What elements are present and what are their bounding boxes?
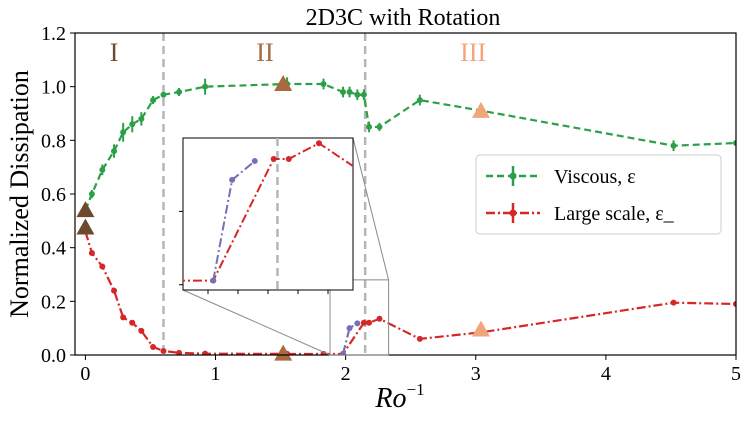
large-scale-point bbox=[120, 314, 127, 321]
zoom-connector-line bbox=[182, 289, 331, 356]
legend-swatch-marker bbox=[509, 209, 517, 217]
large-scale-point bbox=[416, 335, 423, 342]
large-scale-point bbox=[733, 301, 736, 308]
large-scale-point bbox=[176, 349, 183, 355]
viscous-point bbox=[99, 166, 106, 173]
transition-point bbox=[251, 158, 258, 165]
viscous-point bbox=[346, 89, 353, 96]
regime-triangle-marker bbox=[274, 74, 293, 91]
x-axis-label: Ro−1 bbox=[374, 380, 424, 414]
large-scale-point bbox=[138, 327, 145, 334]
transition-point bbox=[354, 320, 361, 327]
viscous-point bbox=[129, 121, 136, 128]
x-tick-label: 3 bbox=[471, 363, 481, 385]
large-scale-point bbox=[150, 343, 157, 350]
viscous-point bbox=[88, 191, 95, 197]
x-tick-label: 5 bbox=[731, 363, 741, 385]
y-tick-label: 1.2 bbox=[41, 23, 66, 45]
large-scale-point bbox=[366, 319, 373, 326]
region-label: I bbox=[110, 38, 119, 67]
transition-point bbox=[346, 325, 353, 332]
large-scale-point bbox=[360, 319, 367, 326]
viscous-point bbox=[138, 115, 145, 122]
region-label: III bbox=[460, 38, 486, 67]
large-scale-point bbox=[285, 155, 292, 162]
regime-triangle-marker bbox=[76, 218, 95, 235]
large-scale-point bbox=[316, 140, 322, 147]
viscous-point bbox=[202, 83, 209, 90]
chart-title: 2D3C with Rotation bbox=[306, 5, 501, 31]
x-tick-label: 4 bbox=[601, 363, 611, 385]
viscous-point bbox=[160, 91, 167, 98]
viscous-point bbox=[150, 97, 157, 104]
large-scale-point bbox=[270, 155, 277, 162]
viscous-point bbox=[733, 140, 736, 147]
large-scale-point bbox=[48, 278, 54, 284]
large-scale-point bbox=[88, 250, 95, 257]
large-scale-point bbox=[99, 263, 106, 270]
large-scale-point bbox=[129, 319, 136, 326]
y-tick-label: 0.6 bbox=[41, 184, 66, 206]
large-scale-point bbox=[433, 219, 439, 225]
y-tick-label: 0.8 bbox=[41, 130, 66, 152]
viscous-point bbox=[120, 129, 127, 136]
large-scale-point bbox=[160, 347, 167, 354]
inset-frame bbox=[182, 137, 354, 291]
viscous-point bbox=[354, 91, 361, 98]
region-label: II bbox=[256, 38, 273, 67]
zoom-source-box bbox=[329, 279, 390, 356]
transition-point bbox=[210, 277, 217, 284]
y-tick-label: 0.4 bbox=[41, 238, 66, 260]
y-tick-label: 1.0 bbox=[41, 77, 66, 99]
zoom-connector-line bbox=[352, 137, 390, 280]
regime-triangle-marker bbox=[76, 201, 95, 218]
regime-triangle-marker bbox=[471, 320, 490, 337]
legend-swatch-marker bbox=[509, 172, 517, 180]
large-scale-point bbox=[670, 299, 677, 306]
large-scale-point bbox=[376, 315, 383, 322]
transition-point bbox=[229, 176, 236, 183]
y-tick-label: 0.2 bbox=[41, 291, 66, 313]
viscous-point bbox=[416, 97, 423, 104]
y-tick-label: 0.0 bbox=[41, 345, 66, 367]
transition-line bbox=[341, 322, 358, 355]
legend: Viscous, ε Large scale, ε_ bbox=[475, 154, 722, 235]
transition-point bbox=[340, 350, 347, 355]
y-axis-label: Normalized Dissipation bbox=[5, 70, 34, 318]
large-scale-point bbox=[111, 287, 118, 294]
regime-triangle-marker bbox=[471, 101, 490, 118]
x-tick-label: 1 bbox=[211, 363, 221, 385]
inset-plot-area bbox=[48, 138, 439, 290]
large-scale-point bbox=[202, 350, 209, 355]
legend-label: Large scale, ε_ bbox=[554, 203, 675, 225]
x-axis-label-exponent: −1 bbox=[407, 380, 425, 399]
plot-frame bbox=[74, 32, 737, 356]
x-tick-label: 0 bbox=[80, 363, 90, 385]
legend-label: Viscous, ε bbox=[554, 166, 636, 188]
x-tick-label: 2 bbox=[341, 363, 351, 385]
large-scale-point bbox=[154, 278, 160, 284]
regime-triangle-marker bbox=[274, 344, 293, 361]
viscous-point bbox=[320, 80, 327, 87]
viscous-point bbox=[670, 142, 677, 149]
viscous-point bbox=[360, 91, 367, 98]
viscous-point bbox=[366, 123, 373, 130]
viscous-point bbox=[176, 89, 183, 96]
viscous-point bbox=[111, 148, 118, 155]
viscous-point bbox=[376, 123, 383, 130]
viscous-point bbox=[340, 89, 347, 96]
